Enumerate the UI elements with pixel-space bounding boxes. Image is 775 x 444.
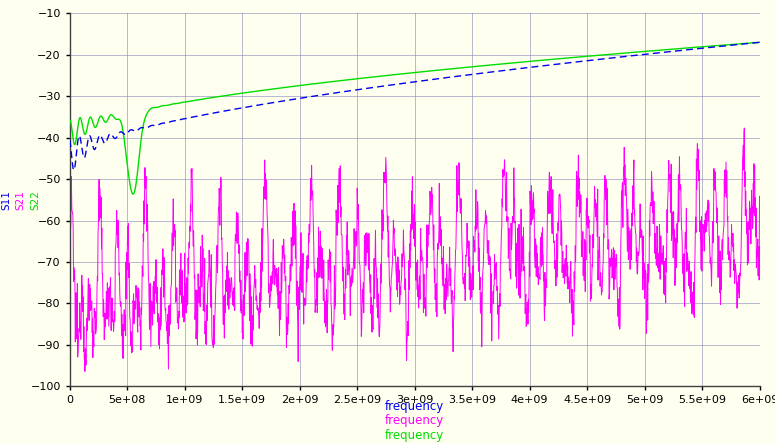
Text: frequency: frequency [385, 429, 444, 442]
Text: S21: S21 [15, 190, 25, 210]
Text: frequency: frequency [385, 414, 444, 428]
Text: S22: S22 [30, 190, 40, 210]
Text: S11: S11 [2, 190, 12, 210]
Text: frequency: frequency [385, 400, 444, 413]
